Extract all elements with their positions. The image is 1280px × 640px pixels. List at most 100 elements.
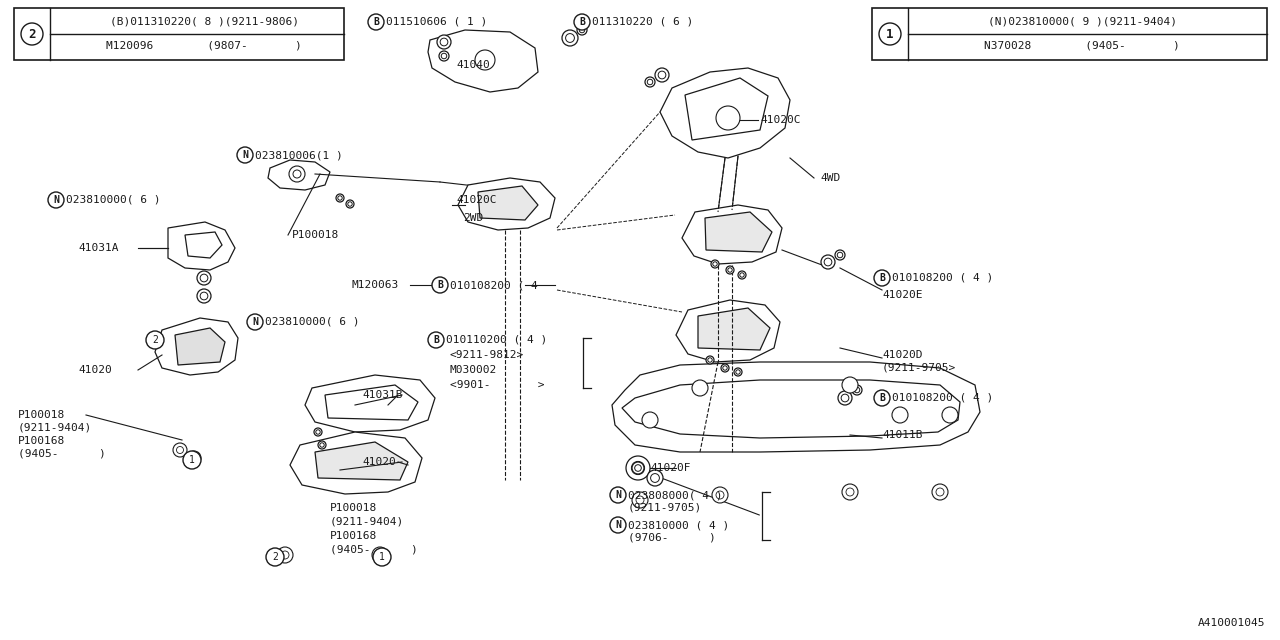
Circle shape — [932, 484, 948, 500]
Text: (9706-      ): (9706- ) — [628, 533, 716, 543]
Circle shape — [635, 465, 641, 471]
Circle shape — [191, 454, 197, 461]
Circle shape — [692, 380, 708, 396]
Text: 2: 2 — [28, 28, 36, 40]
Circle shape — [835, 250, 845, 260]
Circle shape — [317, 441, 326, 449]
Polygon shape — [305, 375, 435, 432]
Circle shape — [197, 289, 211, 303]
Text: 023808000( 4 ): 023808000( 4 ) — [628, 490, 722, 500]
FancyBboxPatch shape — [872, 8, 1267, 60]
Polygon shape — [458, 178, 556, 230]
Circle shape — [842, 377, 858, 393]
Circle shape — [740, 273, 744, 277]
Text: 41020F: 41020F — [650, 463, 690, 473]
Text: 011510606 ( 1 ): 011510606 ( 1 ) — [387, 17, 488, 27]
Circle shape — [726, 266, 733, 274]
Text: 023810000( 6 ): 023810000( 6 ) — [67, 195, 160, 205]
Text: 1: 1 — [886, 28, 893, 40]
Circle shape — [372, 548, 390, 566]
Circle shape — [837, 252, 842, 258]
Circle shape — [146, 331, 164, 349]
Circle shape — [338, 196, 342, 200]
Text: 010108200 ( 4 ): 010108200 ( 4 ) — [892, 273, 993, 283]
FancyBboxPatch shape — [14, 8, 344, 60]
Text: 41020D: 41020D — [882, 350, 923, 360]
Circle shape — [335, 194, 344, 202]
Circle shape — [733, 368, 742, 376]
Circle shape — [173, 443, 187, 457]
Text: B: B — [579, 17, 585, 27]
Text: (9211-9404): (9211-9404) — [18, 423, 92, 433]
Text: N370028        (9405-       ): N370028 (9405- ) — [984, 41, 1180, 51]
Circle shape — [346, 200, 355, 208]
Circle shape — [376, 551, 384, 559]
Circle shape — [282, 551, 289, 559]
Circle shape — [646, 470, 663, 486]
Polygon shape — [325, 385, 419, 420]
Circle shape — [842, 484, 858, 500]
Text: 011310220 ( 6 ): 011310220 ( 6 ) — [591, 17, 694, 27]
Circle shape — [655, 68, 669, 82]
Text: 41020C: 41020C — [760, 115, 800, 125]
Text: 41020: 41020 — [362, 457, 396, 467]
Circle shape — [293, 170, 301, 178]
Circle shape — [632, 492, 648, 508]
Circle shape — [177, 447, 183, 454]
Circle shape — [266, 548, 284, 566]
Polygon shape — [186, 232, 221, 258]
Circle shape — [650, 474, 659, 483]
Circle shape — [739, 271, 746, 279]
Circle shape — [611, 487, 626, 503]
Polygon shape — [155, 318, 238, 375]
Circle shape — [636, 496, 644, 504]
Circle shape — [879, 23, 901, 45]
Text: <9901-       >: <9901- > — [451, 380, 544, 390]
Text: B: B — [372, 17, 379, 27]
Polygon shape — [682, 205, 782, 264]
Circle shape — [183, 451, 201, 469]
Text: 023810000( 6 ): 023810000( 6 ) — [265, 317, 360, 327]
Circle shape — [631, 461, 645, 475]
Text: (9405-      ): (9405- ) — [18, 449, 106, 459]
Text: P100018: P100018 — [292, 230, 339, 240]
Circle shape — [237, 147, 253, 163]
Circle shape — [433, 277, 448, 293]
Circle shape — [708, 358, 712, 362]
Circle shape — [197, 271, 211, 285]
Text: 2: 2 — [273, 552, 278, 562]
Text: B: B — [879, 273, 884, 283]
Polygon shape — [685, 78, 768, 140]
Circle shape — [580, 28, 585, 33]
Text: (N)023810000( 9 )(9211-9404): (N)023810000( 9 )(9211-9404) — [987, 17, 1176, 27]
Circle shape — [838, 391, 852, 405]
Circle shape — [874, 270, 890, 286]
Circle shape — [440, 38, 448, 46]
Polygon shape — [612, 362, 980, 452]
Circle shape — [643, 412, 658, 428]
Text: N: N — [52, 195, 59, 205]
Text: <9211-9812>: <9211-9812> — [451, 350, 525, 360]
Circle shape — [846, 488, 854, 496]
Text: 2: 2 — [152, 335, 157, 345]
Text: N: N — [242, 150, 248, 160]
Circle shape — [820, 255, 835, 269]
Polygon shape — [676, 300, 780, 362]
Polygon shape — [428, 30, 538, 92]
Text: 41031B: 41031B — [362, 390, 402, 400]
Text: (9405-      ): (9405- ) — [330, 545, 417, 555]
Text: P100168: P100168 — [330, 531, 378, 541]
Text: 1: 1 — [189, 455, 195, 465]
Text: (9211-9705>: (9211-9705> — [882, 363, 956, 373]
Text: 2WD: 2WD — [463, 213, 484, 223]
Circle shape — [874, 390, 890, 406]
Text: 41040: 41040 — [456, 60, 490, 70]
Circle shape — [710, 260, 719, 268]
Circle shape — [436, 35, 451, 49]
Circle shape — [728, 268, 732, 272]
Text: (9211-9404): (9211-9404) — [330, 517, 404, 527]
Text: N: N — [616, 520, 621, 530]
Circle shape — [892, 407, 908, 423]
Polygon shape — [268, 160, 330, 190]
Circle shape — [247, 314, 262, 330]
